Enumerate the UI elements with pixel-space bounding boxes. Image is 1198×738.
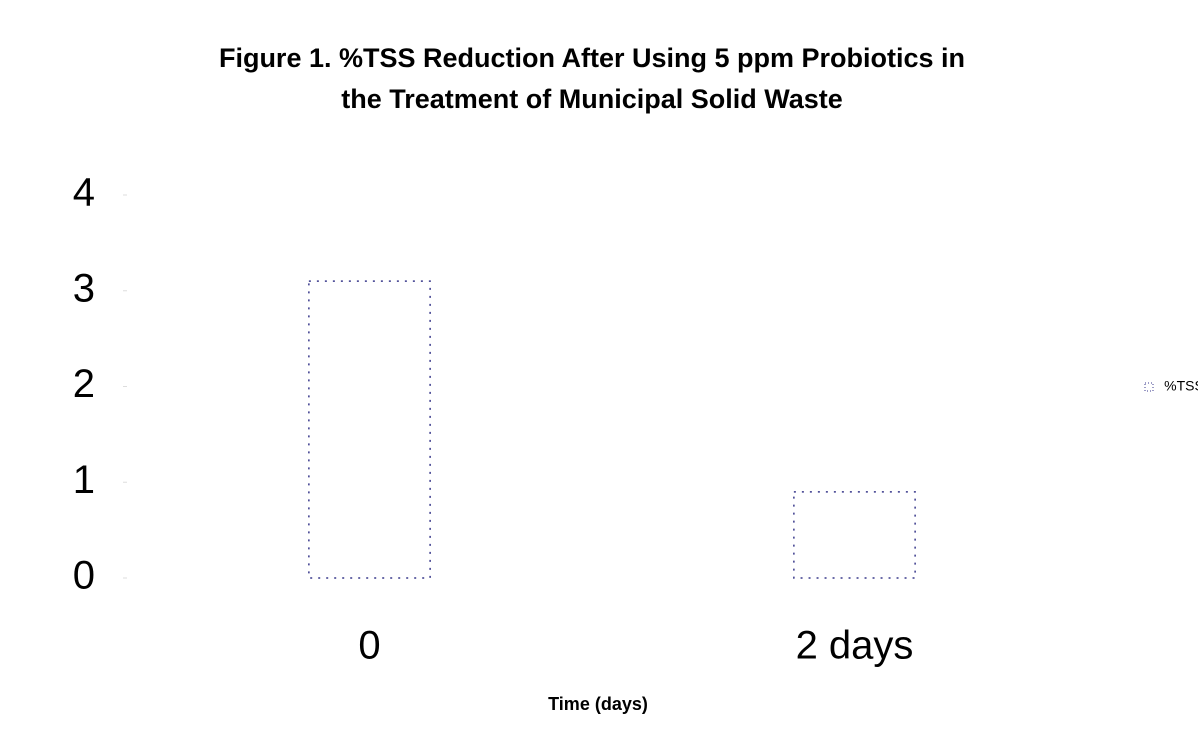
y-tick-label: 0 <box>73 554 95 598</box>
chart-title: Figure 1. %TSS Reduction After Using 5 p… <box>219 43 965 73</box>
y-tick-label: 1 <box>73 458 95 502</box>
bar <box>308 280 431 579</box>
x-tick-label: 2 days <box>796 624 914 668</box>
y-tick-label: 4 <box>73 171 95 215</box>
legend-label: %TSS <box>1164 378 1198 394</box>
x-axis-label: Time (days) <box>548 694 648 714</box>
chart-title: the Treatment of Municipal Solid Waste <box>341 84 843 114</box>
x-tick-label: 0 <box>358 624 380 668</box>
y-tick-label: 3 <box>73 266 95 310</box>
bar <box>793 491 916 579</box>
y-tick-label: 2 <box>73 362 95 406</box>
legend-swatch <box>1144 382 1154 392</box>
